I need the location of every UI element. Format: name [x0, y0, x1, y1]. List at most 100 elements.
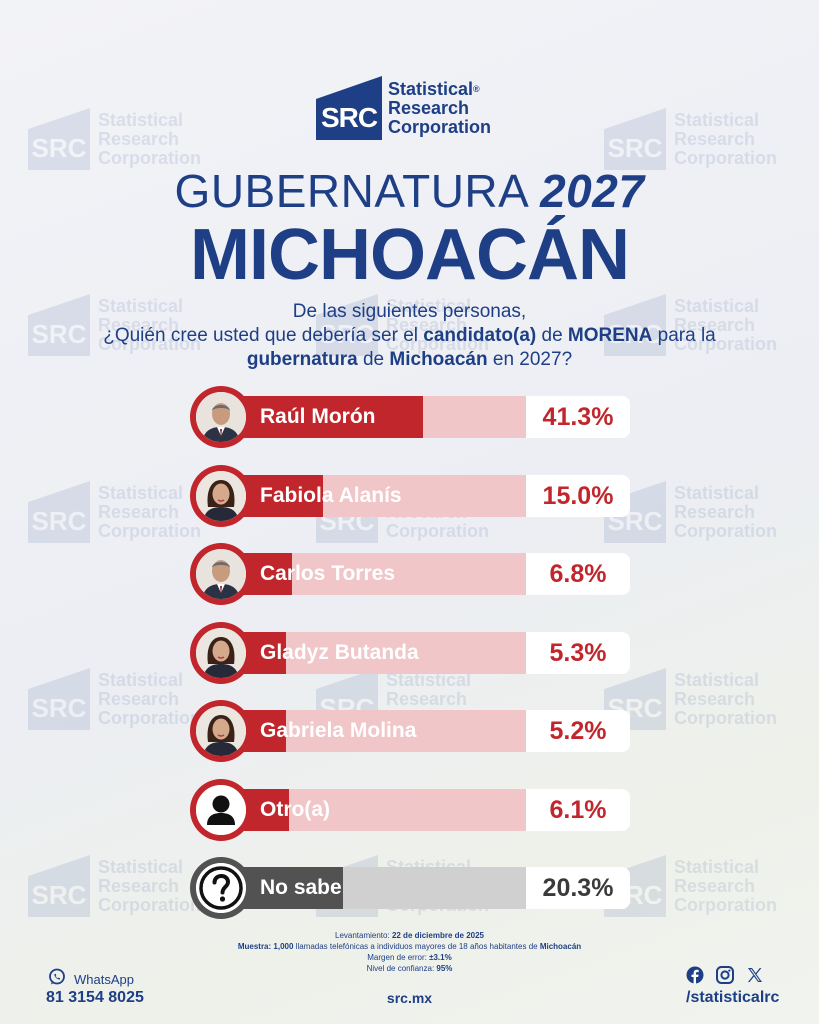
margin-line: Margen de error: ±3.1%: [0, 952, 819, 963]
question-line-3: gubernatura de Michoacán en 2027?: [60, 348, 759, 372]
x-icon[interactable]: [746, 966, 764, 989]
watermark-line: Corporation: [98, 707, 201, 728]
bar-label: Gladyz Butanda: [260, 641, 419, 664]
woman-portrait-icon: [196, 706, 246, 756]
watermark-mark: SRC: [28, 481, 90, 543]
watermark-line: Corporation: [98, 894, 201, 915]
watermark-mark: SRC: [28, 668, 90, 730]
instagram-icon[interactable]: [716, 966, 734, 989]
watermark-line: Research: [98, 501, 180, 522]
whatsapp-label: WhatsApp: [74, 972, 134, 987]
watermark-line: Research: [674, 875, 756, 896]
social-icons: [686, 966, 764, 989]
bar-label: Fabiola Alanís: [260, 484, 402, 507]
sample-text: llamadas telefónicas a individuos mayore…: [293, 942, 540, 951]
question-line-1: De las siguientes personas,: [292, 301, 527, 322]
bar-label: No sabe: [260, 876, 342, 899]
value-label: 5.3%: [526, 632, 630, 674]
value-label: 41.3%: [526, 396, 630, 438]
watermark-line: Statistical: [98, 482, 184, 503]
avatar: [190, 543, 252, 605]
bar-row: Fabiola Alanís 15.0%: [190, 465, 635, 527]
watermark-line: Statistical: [98, 109, 184, 130]
q-emphasis: Michoacán: [389, 349, 488, 370]
logo-mark: SRC: [316, 76, 382, 140]
q-part: de: [357, 349, 390, 370]
q-emphasis: gubernatura: [246, 349, 358, 370]
survey-date: 22 de diciembre de 2025: [391, 931, 484, 940]
man-portrait-icon: [196, 549, 246, 599]
confidence-value: 95%: [436, 964, 453, 973]
question-line-2: ¿Quién cree usted que debería ser el can…: [60, 324, 759, 348]
facebook-icon[interactable]: [686, 966, 704, 989]
whatsapp-contact[interactable]: WhatsApp: [48, 968, 134, 991]
whatsapp-icon: [48, 968, 66, 991]
methodology-footnote: Levantamiento: 22 de diciembre de 2025 M…: [0, 930, 819, 974]
watermark-mark: SRC: [28, 855, 90, 917]
value-label: 20.3%: [526, 867, 630, 909]
survey-date-line: Levantamiento: 22 de diciembre de 2025: [0, 930, 819, 941]
survey-label: Levantamiento:: [335, 931, 390, 940]
logo-wordmark: Statistical® Research Corporation: [388, 78, 491, 137]
watermark-line: Research: [98, 688, 180, 709]
question-mark-icon: [196, 863, 246, 913]
bar-label: Carlos Torres: [260, 562, 395, 585]
watermark-line: Research: [98, 875, 180, 896]
avatar: [190, 700, 252, 762]
value-label: 5.2%: [526, 710, 630, 752]
value-label: 15.0%: [526, 475, 630, 517]
watermark-mark: SRC: [604, 108, 666, 170]
page-title: GUBERNATURA 2027: [0, 164, 819, 218]
watermark-mark: SRC: [28, 108, 90, 170]
watermark-line: Statistical: [674, 669, 760, 690]
person-silhouette-icon: [196, 785, 246, 835]
q-part: en 2027?: [487, 349, 573, 370]
avatar: [190, 622, 252, 684]
website-link[interactable]: src.mx: [386, 990, 433, 1006]
bar-label: Raúl Morón: [260, 405, 376, 428]
watermark-line: Research: [674, 128, 756, 149]
watermark-line: Corporation: [674, 894, 777, 915]
woman-portrait-icon: [196, 471, 246, 521]
logo-line-3: Corporation: [388, 116, 491, 137]
watermark-line: Statistical: [674, 109, 760, 130]
q-emphasis: MORENA: [567, 325, 653, 346]
title-word: GUBERNATURA: [174, 165, 527, 217]
watermark-line: Statistical: [674, 482, 760, 503]
man-portrait-icon: [196, 392, 246, 442]
confidence-label: Nivel de confianza:: [366, 964, 435, 973]
bar-row: Gabriela Molina 5.2%: [190, 700, 635, 762]
sample-line: Muestra: 1,000 llamadas telefónicas a in…: [0, 941, 819, 952]
social-handle[interactable]: /statisticalrc: [686, 989, 780, 1006]
watermark-line: Research: [674, 501, 756, 522]
logo-line-1: Statistical: [388, 78, 474, 99]
value-label: 6.1%: [526, 789, 630, 831]
brand-logo: SRC Statistical® Research Corporation: [316, 76, 491, 140]
avatar: [190, 857, 252, 919]
state-title: MICHOACÁN: [190, 215, 630, 295]
watermark-line: Research: [98, 128, 180, 149]
watermark-line: Corporation: [98, 520, 201, 541]
woman-portrait-icon: [196, 628, 246, 678]
phone-number[interactable]: 81 3154 8025: [46, 989, 144, 1006]
watermark-line: Corporation: [674, 520, 777, 541]
sample-label: Muestra:: [237, 942, 272, 951]
sample-size: 1,000: [273, 942, 294, 951]
registered-mark: ®: [473, 83, 480, 94]
q-part: para la: [652, 325, 716, 346]
sample-state: Michoacán: [539, 942, 582, 951]
q-part: de: [536, 325, 568, 346]
confidence-line: Nivel de confianza: 95%: [0, 963, 819, 974]
title-year: 2027: [540, 165, 645, 217]
watermark-line: Statistical: [98, 856, 184, 877]
